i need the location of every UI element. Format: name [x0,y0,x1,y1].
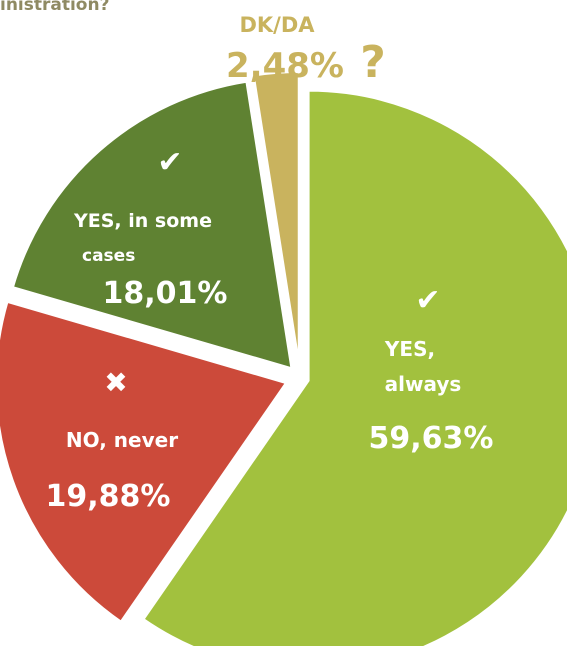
slice-value-dk-da: 2,48% [226,46,344,86]
slice-marker-dk-da: ? [360,37,386,88]
slice-value-yes-always: 59,63% [369,421,494,456]
slice-marker-yes-always: ✔ [415,283,440,318]
pie-slices [0,72,567,646]
slice-marker-yes-some-cases: ✔ [157,145,182,180]
slice-label-no-never: NO, never [66,428,178,452]
slice-label-yes-always-line2: always [385,372,462,396]
slice-label-yes-some-cases-line1: YES, in some [73,210,212,232]
slice-value-yes-some-cases: 18,01% [103,276,228,311]
slice-label-dk-da: DK/DA [239,13,315,37]
slice-label-yes-some-cases-line2: cases [82,246,135,266]
slice-marker-no-never: ✖ [104,366,127,399]
slice-label-yes-always-line1: YES, [384,337,435,361]
slice-value-no-never: 19,88% [46,479,171,514]
